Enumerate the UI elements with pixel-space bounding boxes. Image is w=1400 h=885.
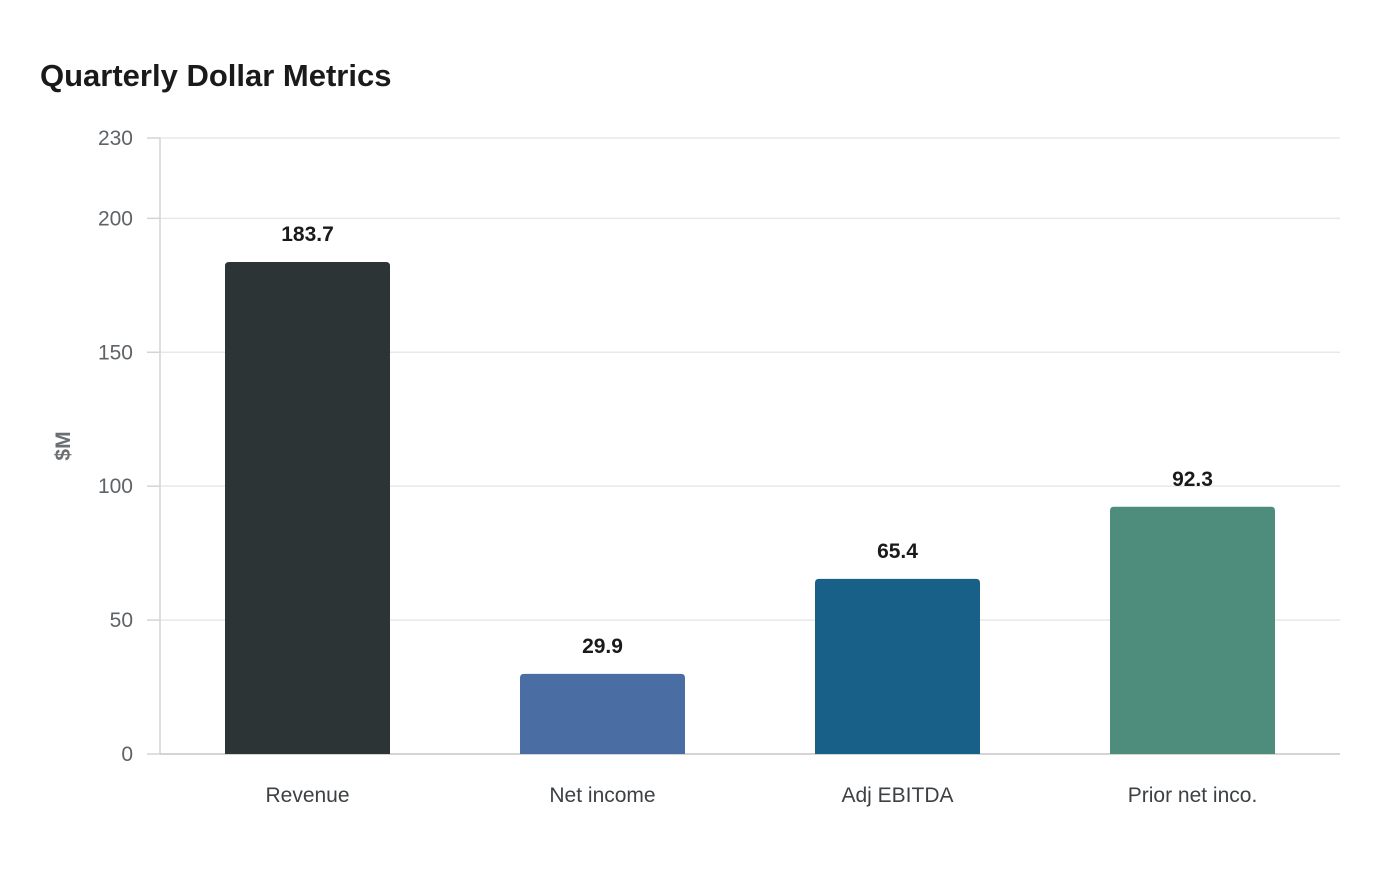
y-tick-label: 100 (98, 475, 133, 498)
labels: 0 50 100 150 200 230 $M 183.7 Revenue 29.9 Net inc… (52, 127, 1257, 807)
bar-value-label: 92.3 (1172, 468, 1213, 491)
y-tick-label: 0 (121, 743, 133, 766)
x-category-label: Prior net inco. (1128, 784, 1258, 807)
bar-value-label: 29.9 (582, 635, 623, 658)
y-tick-label: 150 (98, 341, 133, 364)
bar-revenue (225, 262, 390, 754)
x-category-label: Net income (549, 784, 655, 807)
y-tick-label: 50 (110, 609, 133, 632)
bar-net-income (520, 673, 685, 754)
bar-adj-ebitda (815, 578, 980, 754)
y-axis-title: $M (52, 431, 75, 460)
bar-prior-net-inco (1110, 506, 1275, 754)
chart-title: Quarterly Dollar Metrics (40, 58, 392, 93)
y-tick-label: 200 (98, 207, 133, 230)
x-category-label: Revenue (265, 784, 349, 807)
x-category-label: Adj EBITDA (841, 784, 953, 807)
bars (225, 262, 1275, 754)
bar-value-label: 65.4 (877, 540, 918, 563)
bar-value-label: 183.7 (281, 223, 334, 246)
y-tick-label: 230 (98, 127, 133, 150)
